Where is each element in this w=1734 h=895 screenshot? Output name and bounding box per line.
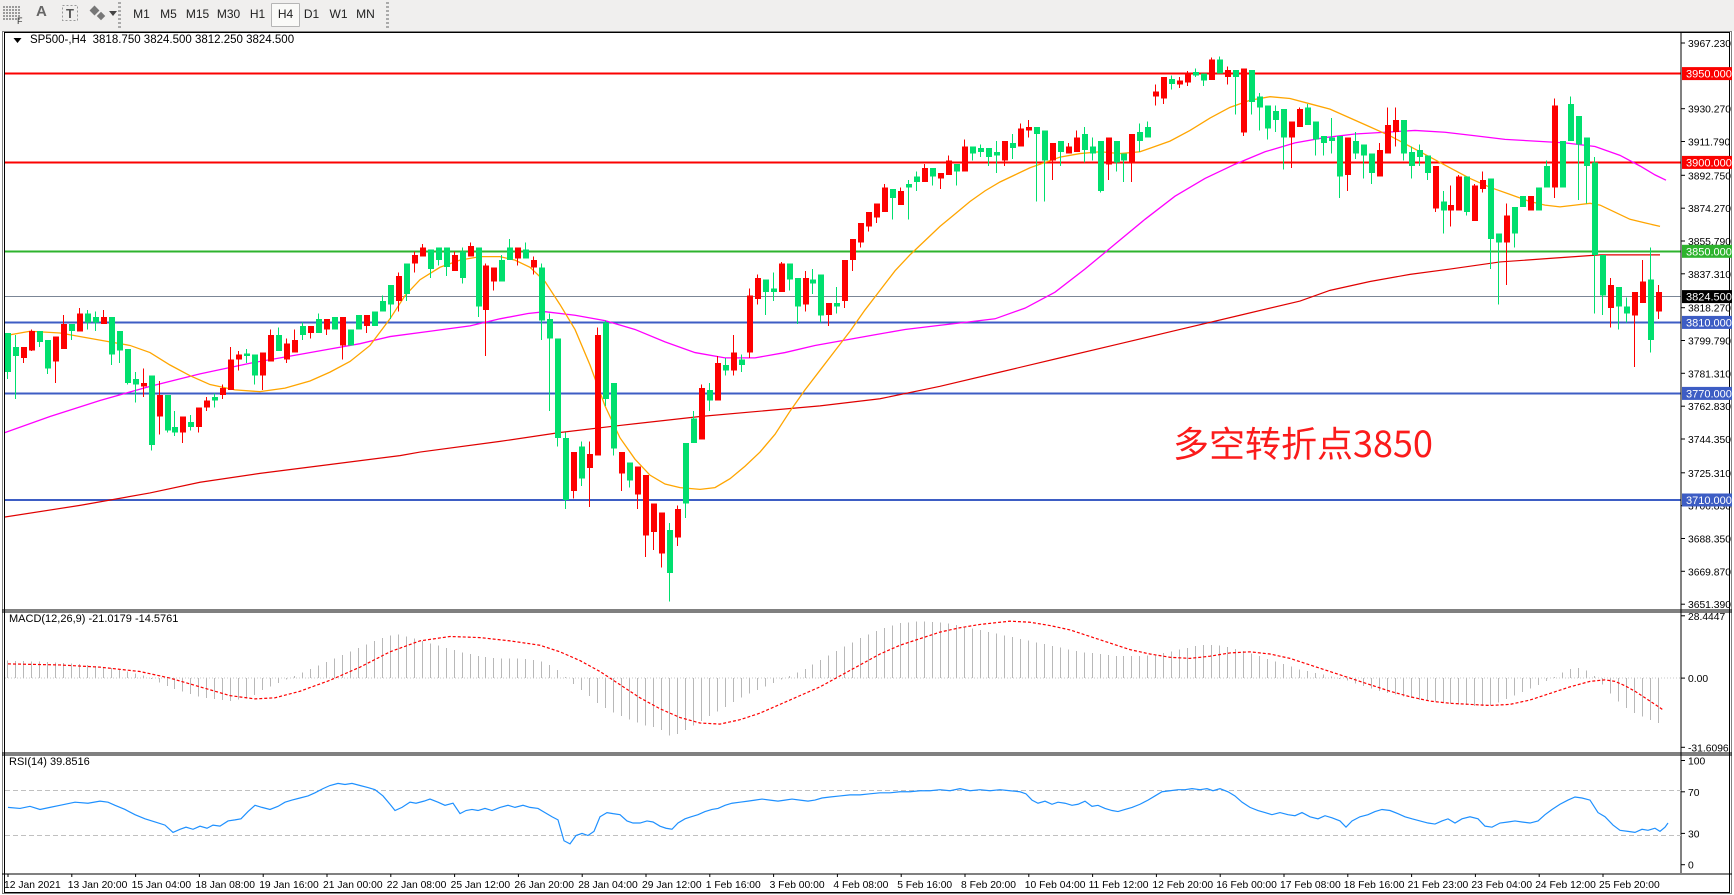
svg-text:RSI(14) 39.8516: RSI(14) 39.8516	[9, 756, 90, 768]
svg-text:3688.350: 3688.350	[1688, 535, 1731, 546]
svg-text:3818.270: 3818.270	[1688, 304, 1731, 315]
svg-text:26 Jan 20:00: 26 Jan 20:00	[514, 880, 574, 891]
svg-text:16 Feb 00:00: 16 Feb 00:00	[1216, 880, 1277, 891]
svg-text:24 Feb 12:00: 24 Feb 12:00	[1535, 880, 1596, 891]
svg-text:-31.6096: -31.6096	[1688, 743, 1729, 754]
svg-text:12 Feb 20:00: 12 Feb 20:00	[1152, 880, 1213, 891]
svg-text:3810.000: 3810.000	[1686, 317, 1732, 329]
svg-text:3874.270: 3874.270	[1688, 204, 1731, 215]
svg-text:21 Jan 00:00: 21 Jan 00:00	[323, 880, 383, 891]
svg-text:3855.790: 3855.790	[1688, 237, 1731, 248]
svg-text:19 Jan 16:00: 19 Jan 16:00	[259, 880, 319, 891]
svg-text:SP500-,H4 3818.750 3824.500 3: SP500-,H4 3818.750 3824.500 3812.250 382…	[30, 34, 294, 46]
svg-text:3762.830: 3762.830	[1688, 402, 1731, 413]
svg-text:3651.390: 3651.390	[1688, 600, 1731, 611]
svg-text:5 Feb 16:00: 5 Feb 16:00	[897, 880, 952, 891]
svg-text:0: 0	[1688, 861, 1694, 872]
svg-text:3837.310: 3837.310	[1688, 270, 1731, 281]
svg-text:3725.310: 3725.310	[1688, 469, 1731, 480]
svg-text:25 Jan 12:00: 25 Jan 12:00	[451, 880, 511, 891]
svg-text:70: 70	[1688, 788, 1700, 799]
svg-text:8 Feb 20:00: 8 Feb 20:00	[961, 880, 1016, 891]
svg-text:3799.790: 3799.790	[1688, 337, 1731, 348]
svg-text:0.00: 0.00	[1688, 674, 1708, 685]
svg-text:23 Feb 04:00: 23 Feb 04:00	[1471, 880, 1532, 891]
svg-text:28.4447: 28.4447	[1688, 612, 1725, 623]
svg-text:F: F	[17, 16, 23, 25]
svg-text:28 Jan 04:00: 28 Jan 04:00	[578, 880, 638, 891]
svg-text:10 Feb 04:00: 10 Feb 04:00	[1025, 880, 1086, 891]
svg-text:25 Feb 20:00: 25 Feb 20:00	[1599, 880, 1660, 891]
svg-text:18 Feb 16:00: 18 Feb 16:00	[1344, 880, 1405, 891]
svg-text:30: 30	[1688, 829, 1700, 840]
svg-text:22 Jan 08:00: 22 Jan 08:00	[387, 880, 447, 891]
svg-text:T: T	[66, 6, 74, 21]
svg-text:29 Jan 12:00: 29 Jan 12:00	[642, 880, 702, 891]
svg-text:3669.870: 3669.870	[1688, 567, 1731, 578]
svg-text:15 Jan 04:00: 15 Jan 04:00	[132, 880, 192, 891]
svg-text:12 Jan 2021: 12 Jan 2021	[4, 880, 61, 891]
svg-text:3 Feb 00:00: 3 Feb 00:00	[770, 880, 825, 891]
svg-text:3710.000: 3710.000	[1686, 495, 1732, 507]
svg-text:100: 100	[1688, 757, 1705, 768]
svg-text:3770.000: 3770.000	[1686, 388, 1732, 400]
svg-text:MACD(12,26,9) -21.0179 -14.576: MACD(12,26,9) -21.0179 -14.5761	[9, 613, 178, 625]
svg-text:3850.000: 3850.000	[1686, 246, 1732, 258]
svg-text:3911.790: 3911.790	[1688, 138, 1730, 149]
svg-text:4 Feb 08:00: 4 Feb 08:00	[833, 880, 888, 891]
svg-text:3967.230: 3967.230	[1688, 39, 1731, 50]
svg-text:3950.000: 3950.000	[1686, 69, 1732, 81]
svg-text:3824.500: 3824.500	[1686, 292, 1732, 304]
svg-text:3744.350: 3744.350	[1688, 435, 1731, 446]
svg-text:3892.750: 3892.750	[1688, 171, 1731, 182]
svg-text:13 Jan 20:00: 13 Jan 20:00	[68, 880, 128, 891]
svg-text:3900.000: 3900.000	[1686, 157, 1732, 169]
svg-text:1 Feb 16:00: 1 Feb 16:00	[706, 880, 761, 891]
svg-text:3930.270: 3930.270	[1688, 105, 1731, 116]
svg-text:18 Jan 08:00: 18 Jan 08:00	[195, 880, 255, 891]
svg-text:3781.310: 3781.310	[1688, 369, 1731, 380]
svg-text:21 Feb 23:00: 21 Feb 23:00	[1408, 880, 1469, 891]
svg-text:11 Feb 12:00: 11 Feb 12:00	[1089, 880, 1149, 891]
svg-text:17 Feb 08:00: 17 Feb 08:00	[1280, 880, 1341, 891]
svg-text:3706.830: 3706.830	[1688, 502, 1731, 513]
